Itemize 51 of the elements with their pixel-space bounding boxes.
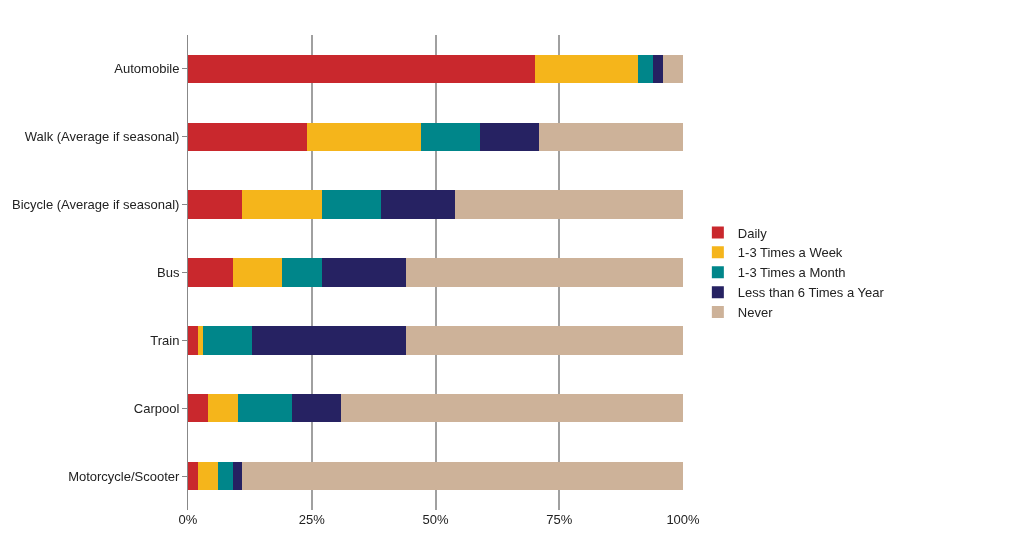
bar — [197, 326, 203, 355]
bar — [321, 190, 382, 219]
bar — [539, 122, 683, 152]
bar — [381, 190, 456, 219]
x-tick-label: 75% — [546, 512, 573, 527]
bar — [188, 190, 243, 219]
bar — [237, 393, 292, 423]
bar — [188, 258, 233, 287]
bar — [663, 54, 683, 84]
bar — [321, 258, 406, 287]
bar — [638, 54, 654, 84]
bar — [188, 393, 208, 423]
x-tick-label: 100% — [666, 512, 701, 527]
legend-label: Never — [737, 305, 774, 321]
legend-label: 1-3 Times a Month — [737, 265, 846, 281]
bar — [455, 190, 683, 219]
y-tick-label: Motorcycle/Scooter — [68, 468, 181, 484]
bar — [341, 393, 683, 423]
bar — [405, 258, 683, 287]
y-tick-label: Automobile — [114, 61, 180, 77]
bar — [534, 54, 639, 84]
bar — [420, 122, 481, 152]
bar — [306, 122, 421, 152]
x-tick-label: 0% — [178, 512, 198, 527]
bar — [188, 326, 198, 355]
bar — [242, 190, 322, 219]
bar — [188, 122, 307, 152]
y-tick-label: Carpool — [133, 400, 180, 416]
bar — [480, 122, 540, 152]
bar — [197, 461, 218, 491]
bar — [405, 326, 683, 355]
legend-label: Daily — [737, 225, 768, 241]
bar — [202, 326, 253, 355]
bar — [282, 258, 322, 287]
y-tick-label: Bicycle (Average if seasonal) — [11, 197, 180, 213]
y-tick-label: Bus — [156, 265, 180, 281]
x-tick-label: 25% — [298, 512, 326, 527]
bar — [242, 461, 683, 491]
bar — [217, 461, 233, 491]
y-tick-label: Walk (Average if seasonal) — [24, 129, 180, 145]
bar — [291, 393, 342, 423]
legend-label: Less than 6 Times a Year — [737, 285, 885, 301]
y-tick-label: Train — [150, 332, 180, 348]
x-tick-label: 50% — [422, 512, 449, 527]
bar — [188, 461, 198, 491]
legend-label: 1-3 Times a Week — [737, 245, 843, 261]
bar — [207, 393, 238, 423]
bar — [252, 326, 406, 355]
bar — [232, 258, 283, 287]
bar — [653, 54, 664, 84]
bar — [188, 54, 535, 84]
